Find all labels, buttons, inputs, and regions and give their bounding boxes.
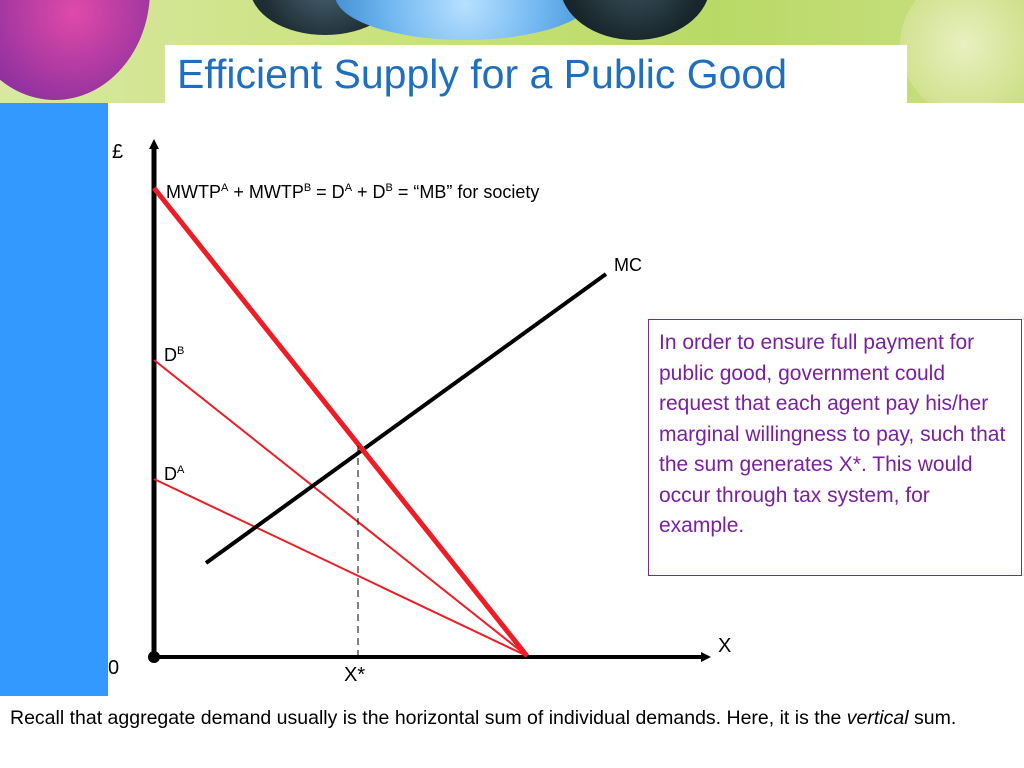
- title-box: [165, 45, 907, 105]
- origin-dot: [148, 651, 160, 663]
- info-text: In order to ensure full payment for publ…: [659, 331, 1006, 537]
- social-demand-curve: [152, 186, 529, 658]
- decorative-sphere-green: [900, 0, 1024, 103]
- demand-curve-a: [153, 478, 528, 657]
- optimum-quantity-label: X*: [344, 664, 366, 686]
- origin-label: 0: [108, 657, 120, 679]
- demand-b-label: DB: [164, 345, 185, 365]
- social-demand-label: MWTPA + MWTPB = DA + DB = “MB” for socie…: [166, 182, 540, 202]
- page-title: Efficient Supply for a Public Good: [177, 51, 788, 97]
- side-stripe: [0, 103, 108, 696]
- marginal-cost-curve: [204, 272, 608, 565]
- y-axis-label: £: [112, 141, 124, 163]
- demand-curve-b: [153, 359, 528, 657]
- x-axis-label: X: [718, 635, 732, 657]
- footer-note: Recall that aggregate demand usually is …: [10, 707, 957, 729]
- info-box: [648, 319, 1022, 576]
- mc-label: MC: [614, 255, 642, 275]
- demand-a-label: DA: [164, 464, 185, 484]
